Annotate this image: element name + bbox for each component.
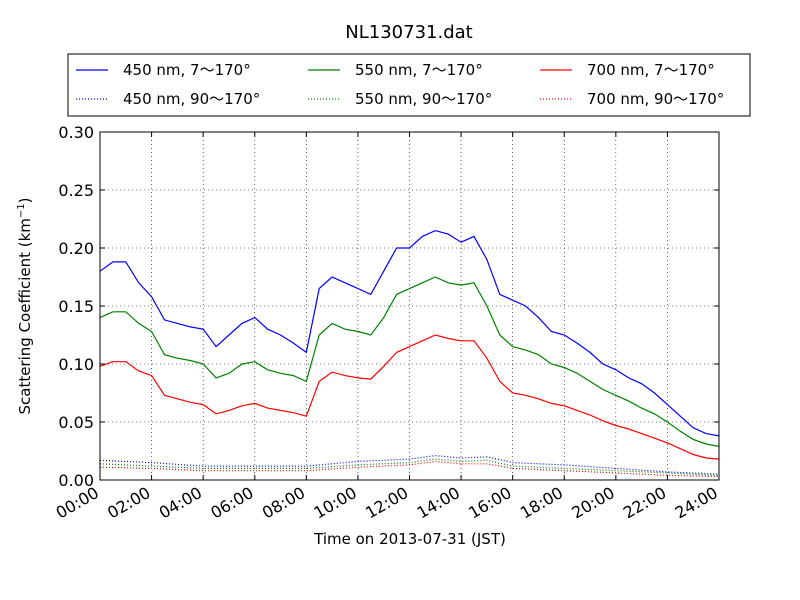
y-tick-label: 0.25 xyxy=(58,181,94,200)
y-tick-label: 0.15 xyxy=(58,297,94,316)
plot-area xyxy=(100,132,719,480)
y-tick-label: 0.30 xyxy=(58,123,94,142)
series-line-4 xyxy=(99,458,720,476)
y-axis-label-sup: −1 xyxy=(16,203,27,218)
y-tick-label: 0.00 xyxy=(58,471,94,490)
series-line-1 xyxy=(99,276,720,447)
legend-label: 450 nm, 7～170° xyxy=(123,61,251,79)
series-line-3 xyxy=(99,454,720,475)
y-tick-label: 0.20 xyxy=(58,239,94,258)
y-tick-label: 0.05 xyxy=(58,413,94,432)
chart-title: NL130731.dat xyxy=(345,22,472,43)
y-axis-label-end: ) xyxy=(16,197,34,203)
y-axis-label-main: Scattering Coefficient (km xyxy=(16,218,34,414)
legend-label: 550 nm, 7～170° xyxy=(355,61,483,79)
legend: 450 nm, 7～170° 550 nm, 7～170° 700 nm, 7～17… xyxy=(76,61,724,108)
series-line-0 xyxy=(99,229,720,437)
legend-label: 700 nm, 90～170° xyxy=(587,90,724,108)
legend-label: 550 nm, 90～170° xyxy=(355,90,492,108)
y-tick-label: 0.10 xyxy=(58,355,94,374)
legend-box xyxy=(67,53,751,117)
legend-label: 450 nm, 90～170° xyxy=(123,90,260,108)
y-axis-label: Scattering Coefficient (km−1) xyxy=(16,197,34,414)
series-lines xyxy=(99,229,720,478)
x-axis-label: Time on 2013-07-31 (JST) xyxy=(313,530,506,548)
series-line-2 xyxy=(99,334,720,460)
legend-label: 700 nm, 7～170° xyxy=(587,61,715,79)
plot-frame xyxy=(99,131,720,481)
series-line-5 xyxy=(99,460,720,478)
